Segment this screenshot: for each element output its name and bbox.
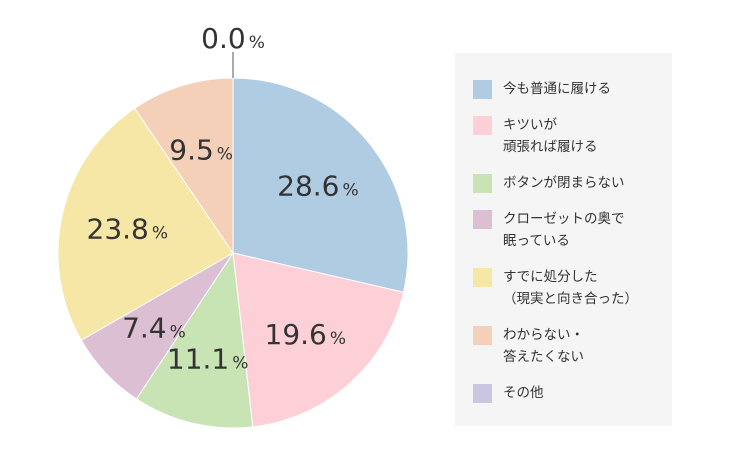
pie-slice-5 — [133, 77, 234, 255]
legend-swatch — [473, 384, 492, 403]
legend-swatch — [473, 210, 492, 229]
value-label-5: 9.5% — [169, 133, 233, 166]
legend-label: その他 — [503, 385, 544, 401]
value-label-4: 23.8% — [87, 213, 168, 246]
value-label-1: 19.6% — [265, 318, 347, 351]
legend-label: すでに処分した （現実と向き合った） — [503, 269, 638, 307]
legend-label: キツいが 頑張れば履ける — [503, 117, 598, 155]
legend: 今も普通に履けるキツいが 頑張れば履けるボタンが閉まらないクローゼットの奥で 眠って… — [455, 53, 672, 426]
legend-label: わからない・ 答えたくない — [503, 327, 584, 365]
legend-item-0: 今も普通に履ける — [473, 80, 672, 100]
legend-item-3: クローゼットの奥で 眠っている — [473, 210, 672, 252]
legend-item-5: わからない・ 答えたくない — [473, 326, 672, 368]
legend-item-6: その他 — [473, 384, 672, 404]
legend-swatch — [473, 116, 492, 135]
legend-label: クローゼットの奥で 眠っている — [503, 211, 625, 249]
legend-item-1: キツいが 頑張れば履ける — [473, 116, 672, 158]
pie-slice-4 — [57, 107, 234, 341]
legend-item-4: すでに処分した （現実と向き合った） — [473, 268, 672, 310]
legend-label: ボタンが閉まらない — [503, 175, 625, 191]
legend-swatch — [473, 174, 492, 193]
value-label-6: 0.0% — [201, 22, 265, 55]
legend-swatch — [473, 268, 492, 287]
pie-slice-0 — [232, 77, 409, 293]
pie-slice-1 — [232, 252, 405, 428]
value-label-0: 28.6% — [277, 169, 359, 202]
legend-swatch — [473, 80, 492, 99]
pie-slice-2 — [135, 251, 254, 429]
legend-item-2: ボタンが閉まらない — [473, 174, 672, 194]
legend-swatch — [473, 326, 492, 345]
legend-label: 今も普通に履ける — [503, 81, 611, 97]
value-label-3: 7.4% — [122, 311, 186, 344]
value-label-2: 11.1% — [167, 343, 249, 376]
